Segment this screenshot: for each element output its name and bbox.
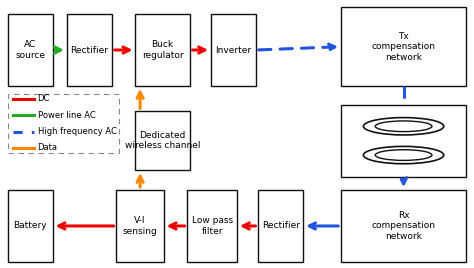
FancyBboxPatch shape bbox=[341, 105, 466, 177]
Text: Low pass
filter: Low pass filter bbox=[191, 216, 233, 236]
Text: High frequency AC: High frequency AC bbox=[37, 127, 117, 136]
FancyBboxPatch shape bbox=[187, 190, 237, 262]
FancyBboxPatch shape bbox=[341, 190, 466, 262]
Text: Dedicated
wireless channel: Dedicated wireless channel bbox=[125, 131, 201, 150]
FancyBboxPatch shape bbox=[136, 14, 190, 86]
Text: V-I
sensing: V-I sensing bbox=[123, 216, 157, 236]
FancyBboxPatch shape bbox=[8, 14, 53, 86]
FancyBboxPatch shape bbox=[341, 7, 466, 86]
Text: Rectifier: Rectifier bbox=[70, 46, 109, 54]
FancyBboxPatch shape bbox=[258, 190, 303, 262]
Ellipse shape bbox=[375, 121, 432, 132]
Text: Rectifier: Rectifier bbox=[262, 221, 300, 230]
Ellipse shape bbox=[364, 118, 444, 135]
FancyBboxPatch shape bbox=[8, 190, 53, 262]
Text: DC: DC bbox=[37, 94, 50, 103]
Text: Rx
compensation
network: Rx compensation network bbox=[372, 211, 436, 241]
FancyBboxPatch shape bbox=[117, 190, 164, 262]
FancyBboxPatch shape bbox=[67, 14, 112, 86]
FancyBboxPatch shape bbox=[136, 111, 190, 170]
Ellipse shape bbox=[364, 146, 444, 164]
Text: Buck
regulator: Buck regulator bbox=[142, 40, 183, 60]
Text: AC
source: AC source bbox=[15, 40, 45, 60]
FancyBboxPatch shape bbox=[8, 94, 119, 153]
Text: Inverter: Inverter bbox=[215, 46, 252, 54]
FancyBboxPatch shape bbox=[211, 14, 256, 86]
Text: Tx
compensation
network: Tx compensation network bbox=[372, 32, 436, 62]
Text: Power line AC: Power line AC bbox=[37, 111, 95, 120]
Ellipse shape bbox=[375, 150, 432, 160]
Text: Data: Data bbox=[37, 143, 57, 152]
Text: Battery: Battery bbox=[13, 221, 47, 230]
